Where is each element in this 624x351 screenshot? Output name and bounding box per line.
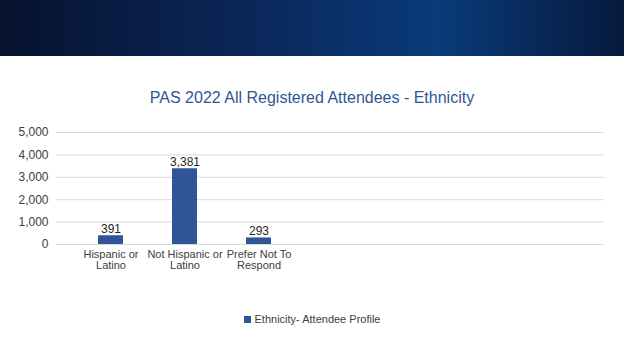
html-text:Ethnicity- Attendee Profile: Ethnicity- Attendee Profile <box>254 313 381 326</box>
svg-text:4,000: 4,000 <box>18 148 48 162</box>
svg-text:Not Hispanic orLatino: Not Hispanic orLatino <box>147 248 223 271</box>
svg-text:5,000: 5,000 <box>18 125 48 139</box>
svg-text:Prefer Not ToRespond: Prefer Not ToRespond <box>227 248 292 271</box>
svg-text:391: 391 <box>101 222 121 236</box>
svg-text:293: 293 <box>249 224 269 238</box>
svg-text:0: 0 <box>42 237 49 251</box>
svg-text:1,000: 1,000 <box>18 215 48 229</box>
svg-text:3,000: 3,000 <box>18 170 48 184</box>
html-text:PAS 2022 All Registered Attend: PAS 2022 All Registered Attendees - Ethn… <box>149 89 475 106</box>
svg-text:2,000: 2,000 <box>18 193 48 207</box>
svg-text:Hispanic orLatino: Hispanic orLatino <box>83 248 138 271</box>
svg-text:3,381: 3,381 <box>170 155 200 169</box>
